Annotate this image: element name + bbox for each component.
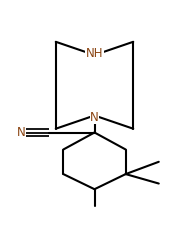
Text: N: N xyxy=(16,126,25,139)
Text: NH: NH xyxy=(86,47,103,60)
Text: N: N xyxy=(90,111,99,124)
